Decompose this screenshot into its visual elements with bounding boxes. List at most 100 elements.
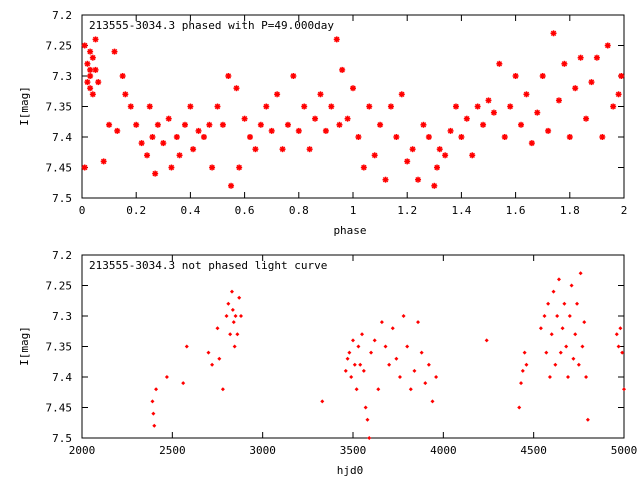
data-point (547, 375, 552, 379)
data-point (354, 387, 359, 392)
data-point (562, 301, 567, 306)
data-point (114, 127, 121, 134)
x-tick-label: 1.4 (451, 204, 471, 217)
data-point (582, 320, 587, 325)
data-point (474, 103, 481, 110)
phased-light-curve-panel: 213555-3034.3 phased with P=49.000day ph… (18, 9, 627, 237)
data-point (236, 164, 243, 171)
x-tick-label: 1.6 (506, 204, 526, 217)
data-point (219, 121, 226, 128)
data-point (519, 381, 524, 386)
data-point (352, 362, 357, 367)
data-point (578, 271, 583, 276)
data-point (87, 48, 94, 55)
y-tick-label: 7.5 (52, 432, 72, 445)
data-point (558, 350, 563, 355)
data-point (290, 73, 297, 79)
y-tick-label: 7.3 (52, 70, 72, 83)
data-point (215, 326, 220, 331)
data-point (279, 146, 286, 153)
data-point (599, 134, 606, 140)
y-tick-label: 7.2 (52, 249, 72, 262)
data-point (416, 320, 421, 325)
data-point (546, 301, 551, 306)
data-point (604, 42, 611, 49)
data-point (144, 152, 151, 159)
data-point (566, 134, 573, 140)
data-point (390, 326, 395, 331)
data-point (268, 127, 275, 134)
data-point (295, 127, 302, 134)
x-tick-label: 2 (621, 204, 628, 217)
x-tick-label: 1.2 (397, 204, 417, 217)
data-point (344, 115, 351, 122)
data-point (469, 152, 476, 159)
data-point (610, 103, 617, 110)
data-point (228, 332, 233, 337)
data-point (401, 314, 406, 318)
data-point (369, 350, 374, 355)
x-tick-label: 0.6 (235, 204, 255, 217)
data-point (173, 134, 180, 140)
data-point (534, 109, 541, 116)
data-point (387, 103, 394, 110)
data-point (333, 36, 340, 43)
data-point (408, 387, 413, 392)
data-point (119, 73, 126, 79)
data-point (430, 399, 435, 404)
data-point (184, 344, 189, 349)
data-point (151, 411, 156, 416)
data-point (200, 134, 207, 140)
data-point (397, 375, 402, 379)
data-point (371, 152, 378, 159)
data-point (241, 115, 248, 122)
data-point (545, 127, 552, 134)
data-point (284, 121, 291, 128)
data-point (320, 399, 325, 404)
data-point (576, 362, 581, 367)
data-point (233, 85, 240, 92)
data-point (87, 66, 94, 73)
data-point (165, 115, 172, 122)
data-point (195, 127, 202, 134)
x-tick-label: 4500 (520, 444, 547, 457)
y-tick-label: 7.45 (46, 402, 73, 415)
x-tick-label: 4000 (430, 444, 457, 457)
data-point (138, 140, 145, 147)
x-tick-label: 2500 (159, 444, 186, 457)
data-point (520, 368, 525, 373)
data-point (458, 134, 465, 140)
data-point (181, 381, 186, 386)
data-points (81, 30, 625, 189)
data-point (312, 115, 319, 122)
data-point (358, 362, 363, 367)
data-point (512, 73, 519, 79)
x-axis-label: phase (333, 224, 366, 237)
data-point (181, 121, 188, 128)
data-point (412, 368, 417, 373)
data-point (484, 338, 489, 343)
data-point (343, 368, 348, 373)
data-point (81, 164, 88, 171)
data-point (133, 121, 140, 128)
data-point (317, 91, 324, 98)
chart-title: 213555-3034.3 phased with P=49.000day (89, 19, 334, 32)
data-point (92, 66, 99, 73)
data-point (393, 134, 400, 140)
data-point (550, 30, 557, 37)
data-point (580, 344, 585, 349)
data-point (542, 314, 547, 318)
data-point (235, 332, 240, 337)
data-point (593, 54, 600, 61)
data-point (190, 146, 197, 153)
data-point (228, 182, 235, 189)
data-point (463, 115, 470, 122)
data-point (618, 73, 625, 79)
data-point (127, 103, 134, 110)
data-point (575, 301, 580, 306)
data-point (614, 332, 619, 337)
data-point (409, 146, 416, 153)
data-point (398, 91, 405, 98)
plot-frame (81, 14, 625, 199)
